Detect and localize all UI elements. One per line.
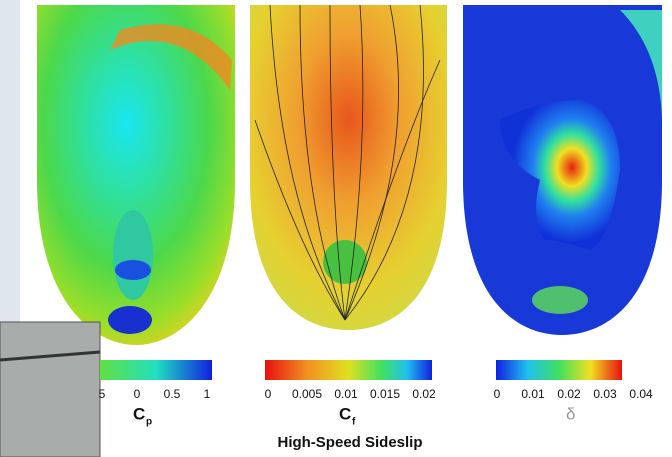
colorbar-label: C xyxy=(133,404,145,423)
colorbar-tick-label: 0 xyxy=(134,387,141,401)
colorbar-tick-label: 0.01 xyxy=(334,387,358,401)
colorbar-tick-label: 0 xyxy=(265,387,272,401)
colorbar-tick-label: 1 xyxy=(204,387,211,401)
colorbar-tick-label: 5 xyxy=(99,387,106,401)
colorbar xyxy=(100,360,212,380)
colorbar-tick-label: 0.5 xyxy=(164,387,181,401)
cp-low xyxy=(108,306,152,334)
figure: C p C f δ High-Speed Sideslip 500.5100.0… xyxy=(0,0,672,457)
colorbar-tick-label: 0.02 xyxy=(412,387,436,401)
colorbar-tick-label: 0.02 xyxy=(557,387,581,401)
colorbar xyxy=(496,360,622,380)
colorbar xyxy=(265,360,432,380)
colorbar-tick-label: 0.015 xyxy=(370,387,400,401)
colorbar-tick-label: 0.03 xyxy=(593,387,617,401)
cf-nose xyxy=(323,240,367,284)
inset-photo xyxy=(0,322,100,457)
colorbar-tick-label: 0.005 xyxy=(292,387,322,401)
colorbar-label: δ xyxy=(566,404,575,423)
colorbar-tick-label: 0 xyxy=(494,387,501,401)
colorbar-subscript: p xyxy=(146,417,152,428)
colorbar-tick-label: 0.01 xyxy=(521,387,545,401)
page: C p C f δ High-Speed Sideslip 500.5100.0… xyxy=(0,0,672,457)
colorbar-label: C xyxy=(339,404,351,423)
cp-nose xyxy=(113,210,153,300)
colorbar-tick-label: 0.04 xyxy=(629,387,653,401)
delta-nose xyxy=(532,286,588,314)
caption: High-Speed Sideslip xyxy=(277,434,422,451)
cp-low xyxy=(115,260,151,280)
